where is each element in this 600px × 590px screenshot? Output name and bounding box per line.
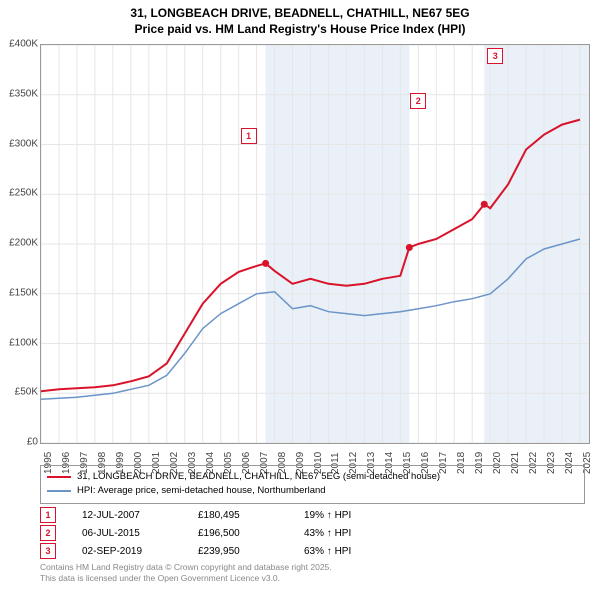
title-line-1: 31, LONGBEACH DRIVE, BEADNELL, CHATHILL,… xyxy=(130,6,469,20)
y-tick-label: £0 xyxy=(2,437,38,448)
marker-hpi: 19% ↑ HPI xyxy=(304,510,394,521)
y-tick-label: £400K xyxy=(2,39,38,50)
marker-table-row: 2 06-JUL-2015 £196,500 43% ↑ HPI xyxy=(40,524,394,542)
y-tick-label: £50K xyxy=(2,387,38,398)
marker-date: 02-SEP-2019 xyxy=(82,546,172,557)
y-tick-label: £300K xyxy=(2,138,38,149)
legend-label-1: 31, LONGBEACH DRIVE, BEADNELL, CHATHILL,… xyxy=(77,470,440,484)
chart-marker-2: 2 xyxy=(410,93,426,109)
marker-number: 1 xyxy=(40,507,56,523)
chart-svg xyxy=(41,45,589,443)
y-tick-label: £350K xyxy=(2,88,38,99)
legend-row-1: 31, LONGBEACH DRIVE, BEADNELL, CHATHILL,… xyxy=(47,470,578,484)
marker-hpi: 43% ↑ HPI xyxy=(304,528,394,539)
chart-marker-3: 3 xyxy=(487,48,503,64)
marker-price: £180,495 xyxy=(198,510,278,521)
footer-attribution: Contains HM Land Registry data © Crown c… xyxy=(40,562,332,583)
legend-label-2: HPI: Average price, semi-detached house,… xyxy=(77,484,326,498)
footer-line-2: This data is licensed under the Open Gov… xyxy=(40,573,280,583)
title-line-2: Price paid vs. HM Land Registry's House … xyxy=(135,22,466,36)
y-tick-label: £250K xyxy=(2,188,38,199)
chart-title: 31, LONGBEACH DRIVE, BEADNELL, CHATHILL,… xyxy=(0,0,600,37)
chart-marker-1: 1 xyxy=(241,128,257,144)
legend-swatch-2 xyxy=(47,490,71,492)
marker-price: £196,500 xyxy=(198,528,278,539)
marker-price: £239,950 xyxy=(198,546,278,557)
marker-number: 3 xyxy=(40,543,56,559)
marker-date: 06-JUL-2015 xyxy=(82,528,172,539)
marker-table: 1 12-JUL-2007 £180,495 19% ↑ HPI 2 06-JUL-201… xyxy=(40,506,394,560)
marker-date: 12-JUL-2007 xyxy=(82,510,172,521)
legend-row-2: HPI: Average price, semi-detached house,… xyxy=(47,484,578,498)
marker-number: 2 xyxy=(40,525,56,541)
y-tick-label: £150K xyxy=(2,287,38,298)
plot-area xyxy=(40,44,590,444)
marker-table-row: 1 12-JUL-2007 £180,495 19% ↑ HPI xyxy=(40,506,394,524)
legend: 31, LONGBEACH DRIVE, BEADNELL, CHATHILL,… xyxy=(40,465,585,504)
legend-swatch-1 xyxy=(47,476,71,478)
y-tick-label: £200K xyxy=(2,238,38,249)
y-tick-label: £100K xyxy=(2,337,38,348)
marker-hpi: 63% ↑ HPI xyxy=(304,546,394,557)
chart-container: 31, LONGBEACH DRIVE, BEADNELL, CHATHILL,… xyxy=(0,0,600,590)
marker-table-row: 3 02-SEP-2019 £239,950 63% ↑ HPI xyxy=(40,542,394,560)
footer-line-1: Contains HM Land Registry data © Crown c… xyxy=(40,562,332,572)
